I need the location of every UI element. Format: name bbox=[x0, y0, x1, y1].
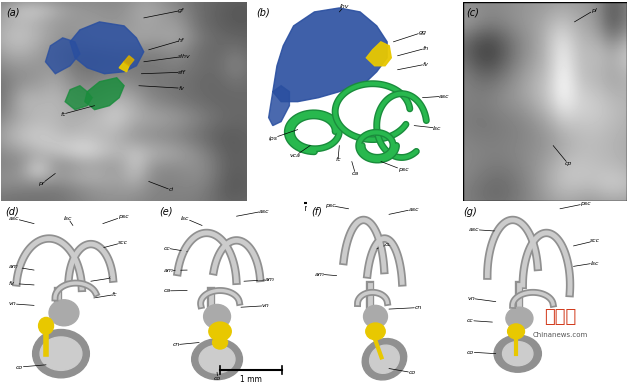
Text: (a): (a) bbox=[6, 8, 20, 18]
Text: (c): (c) bbox=[466, 8, 479, 18]
Text: lsc: lsc bbox=[573, 260, 598, 266]
Text: cn: cn bbox=[389, 305, 421, 310]
Text: lsc: lsc bbox=[181, 216, 202, 226]
Text: (b): (b) bbox=[256, 8, 270, 18]
Text: scc: scc bbox=[573, 238, 600, 246]
Polygon shape bbox=[273, 8, 387, 102]
Text: fc: fc bbox=[60, 106, 94, 117]
Text: (f): (f) bbox=[311, 207, 322, 217]
Text: lsc: lsc bbox=[414, 126, 441, 131]
Polygon shape bbox=[65, 86, 92, 109]
Ellipse shape bbox=[192, 339, 243, 380]
Ellipse shape bbox=[508, 324, 525, 339]
Polygon shape bbox=[85, 78, 124, 109]
Text: am: am bbox=[244, 277, 275, 282]
Polygon shape bbox=[124, 56, 134, 66]
Text: scc: scc bbox=[103, 240, 128, 248]
Text: psc: psc bbox=[324, 203, 348, 209]
Text: cc: cc bbox=[467, 318, 493, 323]
Text: co: co bbox=[214, 372, 221, 381]
Ellipse shape bbox=[38, 317, 54, 334]
Text: vn: vn bbox=[241, 303, 270, 308]
Text: 1 mm: 1 mm bbox=[240, 375, 261, 384]
Ellipse shape bbox=[199, 345, 235, 373]
Text: asc: asc bbox=[469, 227, 496, 232]
Text: vn: vn bbox=[467, 296, 496, 302]
Text: ca: ca bbox=[163, 289, 187, 293]
Text: cp: cp bbox=[553, 145, 572, 167]
Ellipse shape bbox=[40, 337, 82, 370]
Text: am: am bbox=[9, 264, 34, 270]
Text: pr: pr bbox=[38, 174, 55, 187]
Ellipse shape bbox=[366, 323, 385, 340]
Text: fc: fc bbox=[335, 145, 341, 163]
Text: psc: psc bbox=[103, 214, 129, 224]
Text: (d): (d) bbox=[6, 207, 20, 217]
Text: fv: fv bbox=[139, 86, 184, 91]
Ellipse shape bbox=[370, 345, 399, 373]
Text: fn: fn bbox=[398, 46, 429, 56]
Text: asc: asc bbox=[423, 94, 450, 99]
Ellipse shape bbox=[362, 339, 407, 380]
Text: (g): (g) bbox=[464, 207, 478, 217]
Ellipse shape bbox=[506, 307, 533, 330]
Text: ca: ca bbox=[91, 275, 116, 281]
Ellipse shape bbox=[364, 305, 387, 328]
Ellipse shape bbox=[503, 342, 533, 366]
Text: slhv: slhv bbox=[144, 54, 191, 62]
Text: am: am bbox=[163, 268, 187, 273]
Text: fv: fv bbox=[398, 62, 428, 70]
Text: Chinanews.com: Chinanews.com bbox=[532, 332, 588, 338]
Text: hf: hf bbox=[149, 38, 185, 50]
Text: fv: fv bbox=[9, 281, 34, 286]
Text: asc: asc bbox=[236, 208, 270, 216]
Ellipse shape bbox=[212, 336, 227, 349]
Polygon shape bbox=[367, 42, 391, 66]
Ellipse shape bbox=[49, 300, 79, 326]
Polygon shape bbox=[70, 22, 144, 74]
Text: lhv: lhv bbox=[340, 4, 349, 12]
Text: fc: fc bbox=[94, 292, 117, 298]
Text: gf: gf bbox=[144, 8, 185, 18]
Text: co: co bbox=[389, 368, 416, 375]
Text: (e): (e) bbox=[159, 207, 173, 217]
Text: 中新网: 中新网 bbox=[544, 307, 576, 326]
Text: cc: cc bbox=[163, 246, 187, 251]
Ellipse shape bbox=[33, 330, 89, 378]
Ellipse shape bbox=[203, 305, 231, 328]
Text: cc: cc bbox=[374, 242, 391, 250]
Text: psc: psc bbox=[381, 161, 408, 172]
Polygon shape bbox=[119, 62, 129, 72]
Text: lsc: lsc bbox=[64, 216, 73, 226]
Polygon shape bbox=[268, 86, 289, 126]
Text: pl: pl bbox=[575, 8, 597, 22]
Text: am: am bbox=[314, 272, 336, 277]
Text: vca: vca bbox=[289, 145, 310, 158]
Text: ips: ips bbox=[268, 129, 298, 140]
Text: co: co bbox=[467, 350, 496, 355]
Text: vn: vn bbox=[9, 301, 34, 307]
Polygon shape bbox=[45, 38, 80, 74]
Text: gg: gg bbox=[393, 30, 427, 42]
Text: cn: cn bbox=[172, 342, 199, 347]
Text: asc: asc bbox=[9, 216, 34, 224]
Ellipse shape bbox=[494, 335, 541, 372]
Text: psc: psc bbox=[560, 201, 591, 209]
Text: ci: ci bbox=[149, 181, 173, 192]
Text: co: co bbox=[16, 364, 46, 369]
Text: sff: sff bbox=[141, 70, 186, 75]
Ellipse shape bbox=[209, 322, 231, 341]
Text: ca: ca bbox=[352, 161, 359, 176]
Text: 2 mm: 2 mm bbox=[290, 204, 312, 213]
Text: asc: asc bbox=[389, 207, 419, 214]
